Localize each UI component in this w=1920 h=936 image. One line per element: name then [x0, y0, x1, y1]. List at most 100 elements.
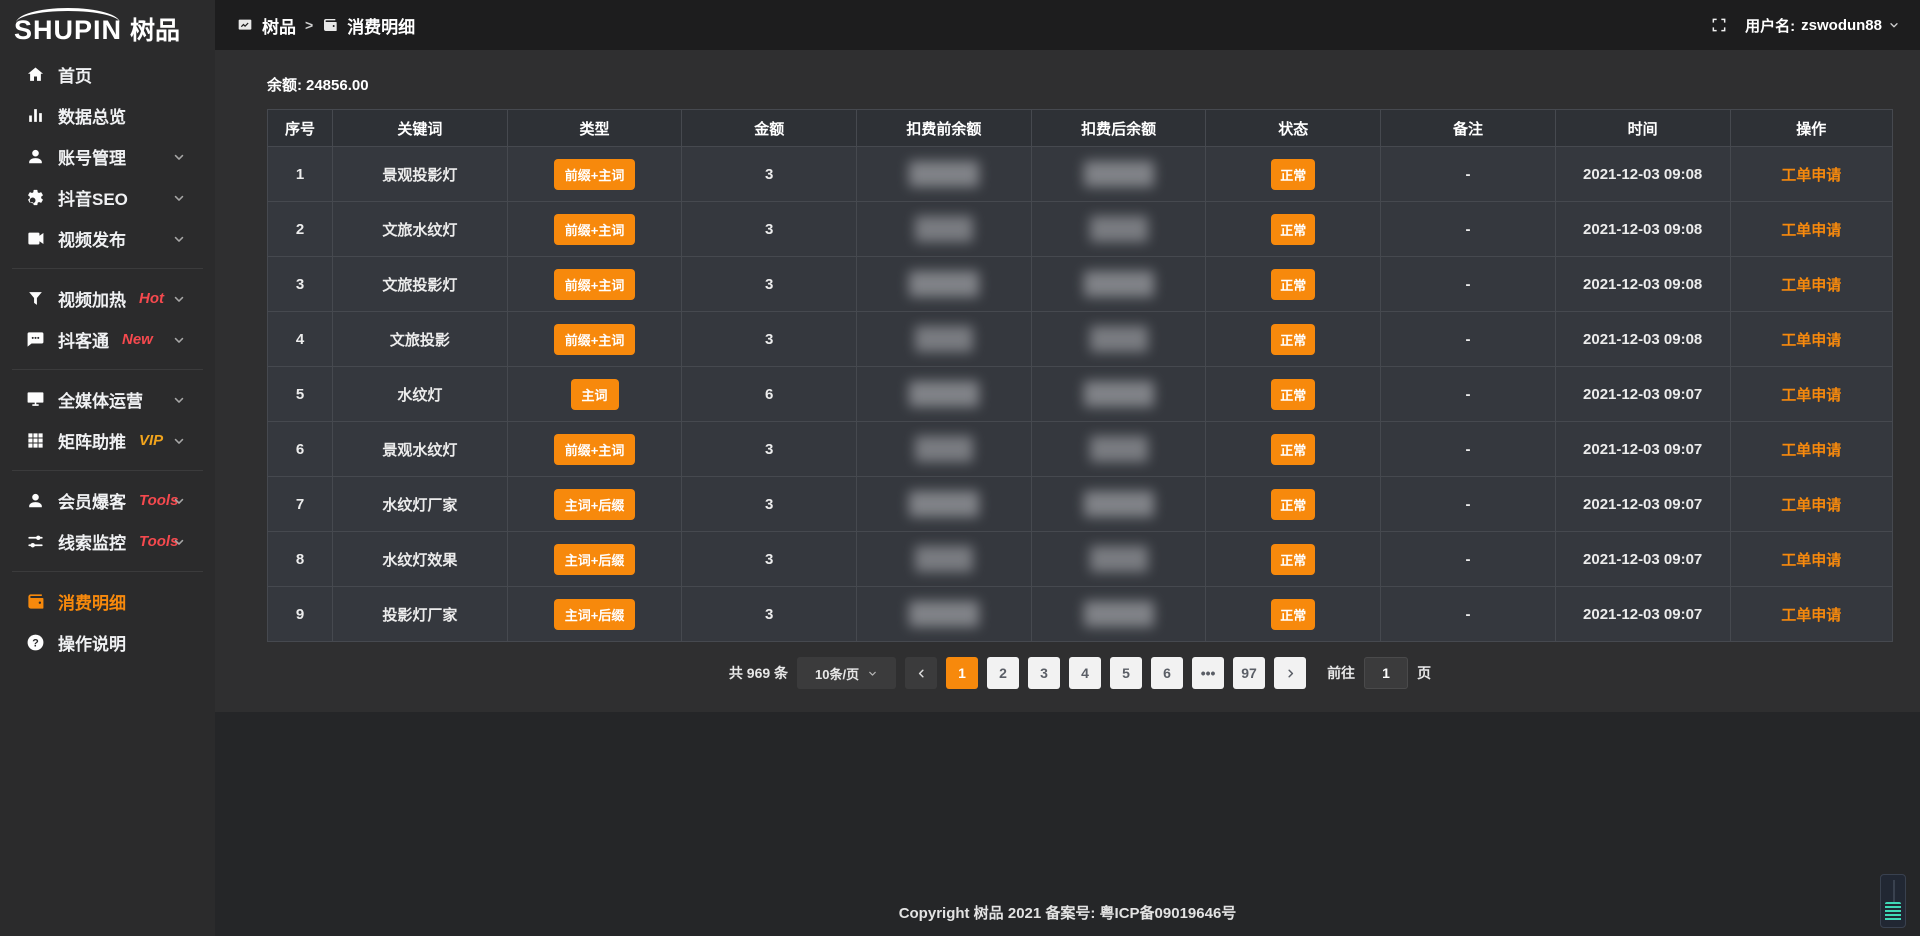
work-order-link[interactable]: 工单申请: [1781, 166, 1842, 184]
chevron-down-icon: [172, 232, 186, 246]
cell-balance-before: [856, 146, 1032, 202]
work-order-link[interactable]: 工单申请: [1781, 606, 1842, 624]
prev-page-button[interactable]: [905, 657, 938, 689]
sidebar-divider: [12, 470, 203, 471]
cell-no: 6: [267, 421, 333, 477]
page-button-97[interactable]: 97: [1233, 657, 1266, 689]
table-row: 9 投影灯厂家 主词+后缀 3 正常 -2021-12-03 09:07 工单申请: [267, 586, 1893, 642]
work-order-link[interactable]: 工单申请: [1781, 441, 1842, 459]
sidebar-item-douketong[interactable]: 抖客通 New: [0, 319, 215, 360]
cell-action: 工单申请: [1729, 421, 1893, 477]
cell-time: 2021-12-03 09:08: [1554, 311, 1731, 367]
page-button-4[interactable]: 4: [1069, 657, 1102, 689]
sidebar-item-label: 抖音SEO: [58, 190, 128, 209]
fullscreen-icon[interactable]: [1711, 17, 1727, 33]
sidebar-item-label: 数据总览: [58, 108, 126, 127]
cell-balance-after: [1030, 476, 1207, 532]
sidebar-item-tag: Tools: [139, 492, 179, 509]
cell-status: 正常: [1205, 256, 1382, 312]
sidebar-item-lead-monitor[interactable]: 线索监控 Tools: [0, 521, 215, 562]
cell-no: 8: [267, 531, 333, 587]
breadcrumb: 树品 > 消费明细: [237, 13, 415, 38]
cell-amount: 3: [681, 201, 858, 257]
column-header: 类型: [506, 109, 683, 147]
sidebar-item-matrix-boost[interactable]: 矩阵助推 VIP: [0, 420, 215, 461]
next-page-button[interactable]: [1274, 657, 1307, 689]
sidebar-item-label: 线索监控: [58, 534, 126, 553]
sidebar-item-consumption-detail[interactable]: 消费明细: [0, 581, 215, 622]
masked-balance: [914, 546, 973, 572]
sidebar-item-label: 操作说明: [58, 635, 126, 654]
page-footer: Copyright 树品 2021 备案号: 粤ICP备09019646号: [215, 712, 1920, 936]
page-size-select[interactable]: 10条/页: [797, 657, 897, 689]
logo-brand-cn: 树品: [130, 17, 181, 45]
balance-label: 余额:: [267, 77, 302, 94]
cell-balance-after: [1030, 256, 1207, 312]
copyright-text: Copyright 树品 2021 备案号: 粤ICP备09019646号: [898, 905, 1237, 922]
sidebar-divider: [12, 571, 203, 572]
page-buttons: 1 2 3 4 5 6 ••• 97: [946, 657, 1266, 689]
chevron-down-icon: [172, 191, 186, 205]
username-value: zswodun88: [1801, 16, 1882, 34]
sidebar-item-member-burst[interactable]: 会员爆客 Tools: [0, 480, 215, 521]
topbar-right: 用户名: zswodun88: [1711, 15, 1900, 36]
status-badge: 正常: [1271, 158, 1316, 190]
cell-action: 工单申请: [1729, 476, 1893, 532]
sidebar-item-account-management[interactable]: 账号管理: [0, 136, 215, 177]
cell-time: 2021-12-03 09:08: [1554, 256, 1731, 312]
page-button-6[interactable]: 6: [1151, 657, 1184, 689]
cell-balance-after: [1030, 146, 1207, 202]
floating-extension-widget[interactable]: [1880, 874, 1906, 928]
cell-status: 正常: [1205, 366, 1382, 422]
column-header: 备注: [1380, 109, 1556, 147]
logo-brand-en: SHUPIN: [14, 8, 123, 45]
sidebar-item-video-publish[interactable]: 视频发布: [0, 218, 215, 259]
status-badge: 正常: [1271, 543, 1316, 575]
cell-balance-after: [1030, 531, 1207, 587]
type-badge: 前缀+主词: [553, 213, 636, 245]
breadcrumb-home[interactable]: 树品: [262, 17, 296, 37]
breadcrumb-current: 消费明细: [347, 17, 416, 37]
sidebar-item-douyin-seo[interactable]: 抖音SEO: [0, 177, 215, 218]
cell-status: 正常: [1205, 531, 1382, 587]
sidebar-item-tag: VIP: [139, 432, 164, 449]
cell-type: 前缀+主词: [506, 201, 683, 257]
cell-balance-before: [856, 476, 1032, 532]
page-button-1[interactable]: 1: [946, 657, 979, 689]
page-button-3[interactable]: 3: [1028, 657, 1061, 689]
sidebar-item-data-overview[interactable]: 数据总览: [0, 95, 215, 136]
type-badge: 前缀+主词: [553, 158, 636, 190]
table-row: 1 景观投影灯 前缀+主词 3 正常 -2021-12-03 09:08 工单申请: [267, 146, 1893, 202]
sidebar-item-all-media-operation[interactable]: 全媒体运营: [0, 379, 215, 420]
page-button-2[interactable]: 2: [987, 657, 1020, 689]
column-header: 操作: [1729, 109, 1893, 147]
sliders-icon: [26, 532, 45, 551]
masked-balance: [914, 216, 973, 242]
cell-balance-after: [1030, 421, 1207, 477]
more-pages-button[interactable]: •••: [1192, 657, 1225, 689]
page-button-5[interactable]: 5: [1110, 657, 1143, 689]
goto-suffix: 页: [1417, 665, 1432, 681]
sidebar-item-home[interactable]: 首页: [0, 54, 215, 95]
cell-balance-before: [856, 586, 1032, 642]
sidebar-item-video-heating[interactable]: 视频加热 Hot: [0, 278, 215, 319]
user-menu[interactable]: 用户名: zswodun88: [1745, 15, 1900, 36]
work-order-link[interactable]: 工单申请: [1781, 496, 1842, 514]
masked-balance: [908, 161, 979, 187]
type-badge: 主词+后缀: [553, 488, 636, 520]
work-order-link[interactable]: 工单申请: [1781, 331, 1842, 349]
cell-amount: 6: [681, 366, 858, 422]
work-order-link[interactable]: 工单申请: [1781, 276, 1842, 294]
table-row: 3 文旅投影灯 前缀+主词 3 正常 -2021-12-03 09:08 工单申请: [267, 256, 1893, 312]
work-order-link[interactable]: 工单申请: [1781, 221, 1842, 239]
work-order-link[interactable]: 工单申请: [1781, 386, 1842, 404]
goto-page-input[interactable]: [1364, 657, 1409, 689]
cell-balance-after: [1030, 366, 1207, 422]
cell-remark: -: [1380, 366, 1556, 422]
work-order-link[interactable]: 工单申请: [1781, 551, 1842, 569]
pagination: 共 969 条 10条/页 1 2 3 4 5 6 ••• 97: [267, 657, 1893, 689]
cell-keyword: 水纹灯厂家: [332, 476, 508, 532]
cell-keyword: 景观水纹灯: [332, 421, 508, 477]
sidebar-item-instructions[interactable]: ? 操作说明: [0, 622, 215, 663]
